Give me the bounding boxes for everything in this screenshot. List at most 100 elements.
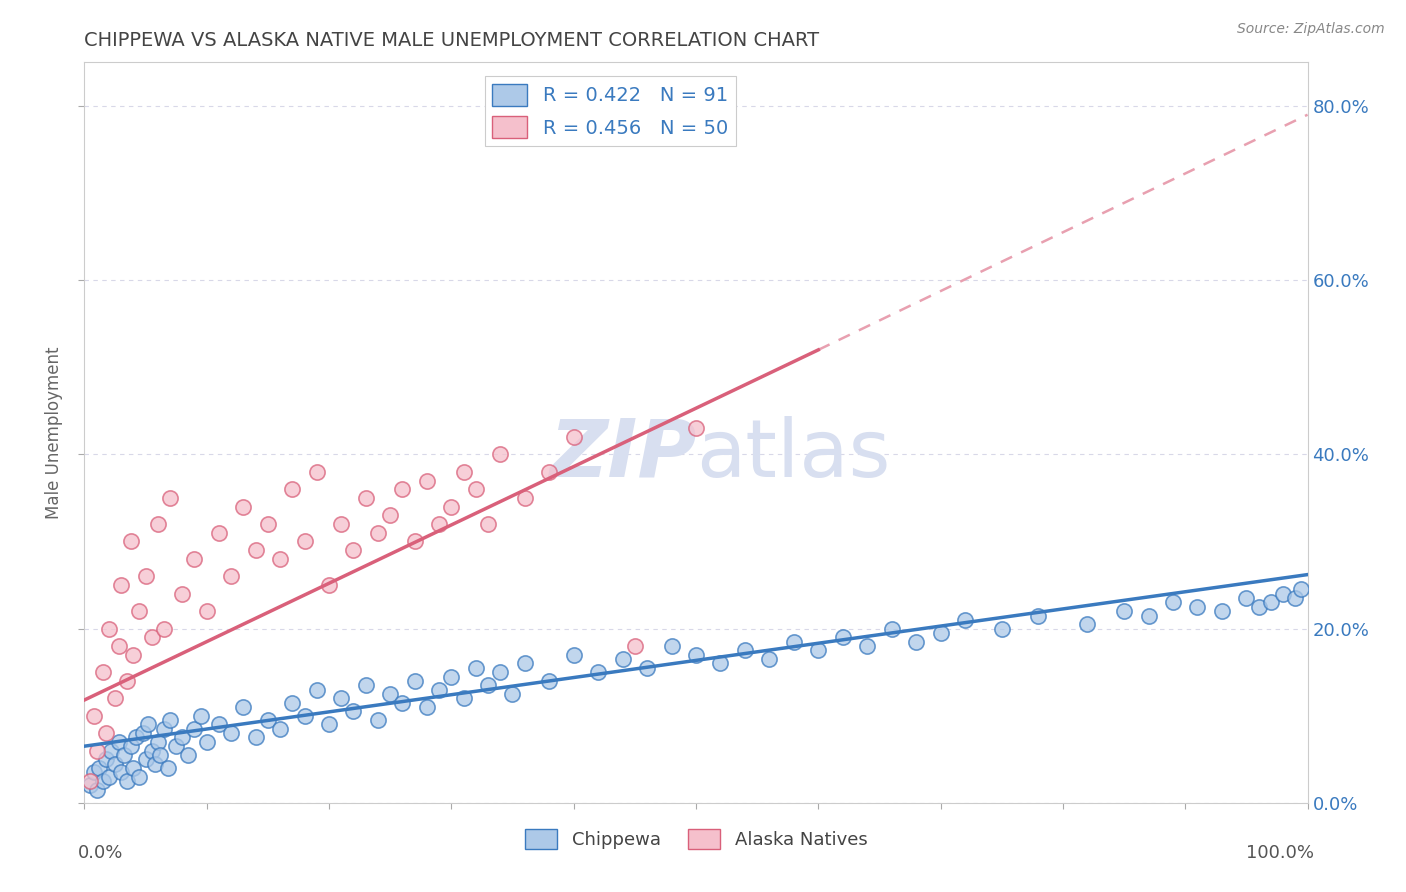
Point: [79, 774, 101, 789]
Point: [586, 665, 609, 680]
Point: [758, 652, 780, 666]
Point: [354, 678, 377, 692]
Point: [354, 491, 377, 505]
Point: [1137, 608, 1160, 623]
Point: [477, 517, 499, 532]
Point: [416, 700, 439, 714]
Point: [1076, 617, 1098, 632]
Point: [709, 657, 731, 671]
Point: [269, 722, 291, 736]
Point: [427, 682, 450, 697]
Point: [294, 708, 316, 723]
Point: [1247, 599, 1270, 614]
Point: [513, 491, 536, 505]
Point: [190, 708, 212, 723]
Text: CHIPPEWA VS ALASKA NATIVE MALE UNEMPLOYMENT CORRELATION CHART: CHIPPEWA VS ALASKA NATIVE MALE UNEMPLOYM…: [84, 30, 820, 50]
Point: [1187, 599, 1209, 614]
Point: [122, 761, 145, 775]
Point: [96, 726, 118, 740]
Point: [318, 717, 340, 731]
Point: [685, 648, 707, 662]
Point: [991, 622, 1014, 636]
Point: [257, 517, 280, 532]
Point: [305, 465, 328, 479]
Point: [330, 517, 353, 532]
Point: [208, 525, 231, 540]
Point: [391, 696, 413, 710]
Point: [305, 682, 328, 697]
Point: [219, 726, 242, 740]
Text: 0.0%: 0.0%: [79, 844, 124, 862]
Point: [146, 517, 169, 532]
Point: [404, 534, 426, 549]
Point: [136, 717, 159, 731]
Point: [125, 731, 148, 745]
Point: [783, 634, 806, 648]
Point: [1272, 587, 1295, 601]
Point: [79, 778, 101, 792]
Point: [183, 552, 205, 566]
Point: [440, 669, 463, 683]
Point: [440, 500, 463, 514]
Point: [115, 774, 138, 789]
Point: [1211, 604, 1233, 618]
Point: [294, 534, 316, 549]
Point: [538, 465, 561, 479]
Point: [502, 687, 524, 701]
Point: [1028, 608, 1050, 623]
Point: [83, 708, 105, 723]
Point: [404, 673, 426, 688]
Point: [318, 578, 340, 592]
Point: [831, 630, 853, 644]
Point: [135, 569, 157, 583]
Point: [685, 421, 707, 435]
Point: [120, 739, 142, 754]
Point: [153, 722, 176, 736]
Point: [86, 782, 108, 797]
Point: [281, 482, 304, 496]
Point: [153, 622, 176, 636]
Point: [489, 665, 512, 680]
Legend: Chippewa, Alaska Natives: Chippewa, Alaska Natives: [517, 822, 875, 856]
Point: [1260, 595, 1282, 609]
Point: [477, 678, 499, 692]
Point: [143, 756, 166, 771]
Point: [342, 704, 364, 718]
Point: [97, 622, 120, 636]
Point: [416, 474, 439, 488]
Point: [83, 765, 105, 780]
Point: [232, 700, 254, 714]
Text: Source: ZipAtlas.com: Source: ZipAtlas.com: [1237, 22, 1385, 37]
Point: [159, 713, 181, 727]
Point: [391, 482, 413, 496]
Text: atlas: atlas: [696, 416, 890, 494]
Point: [135, 752, 157, 766]
Point: [330, 691, 353, 706]
Point: [104, 691, 127, 706]
Y-axis label: Male Unemployment: Male Unemployment: [45, 346, 63, 519]
Point: [380, 508, 402, 523]
Point: [1291, 582, 1313, 597]
Point: [269, 552, 291, 566]
Point: [149, 747, 172, 762]
Point: [104, 756, 127, 771]
Point: [177, 747, 200, 762]
Point: [624, 639, 647, 653]
Point: [195, 604, 218, 618]
Point: [110, 578, 132, 592]
Point: [1236, 591, 1258, 606]
Point: [807, 643, 830, 657]
Point: [172, 731, 194, 745]
Point: [86, 743, 108, 757]
Point: [1161, 595, 1184, 609]
Point: [380, 687, 402, 701]
Point: [107, 735, 129, 749]
Point: [97, 770, 120, 784]
Point: [734, 643, 756, 657]
Point: [342, 543, 364, 558]
Point: [87, 761, 110, 775]
Point: [96, 752, 118, 766]
Point: [172, 587, 194, 601]
Point: [232, 500, 254, 514]
Point: [245, 731, 267, 745]
